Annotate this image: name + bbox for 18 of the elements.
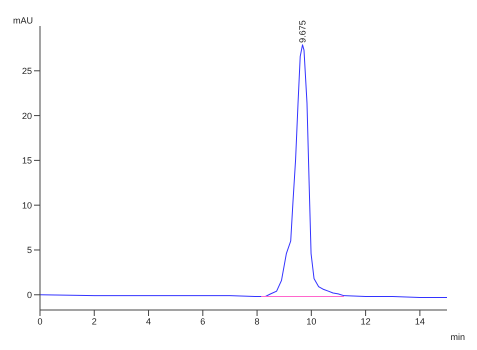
x-axis-title: min: [450, 332, 465, 342]
y-tick-label: 15: [22, 156, 32, 166]
x-tick-label: 14: [414, 316, 425, 326]
y-tick-label: 10: [22, 200, 32, 210]
y-tick-label: 25: [22, 66, 32, 76]
x-tick-label: 6: [200, 316, 206, 326]
x-tick-label: 0: [37, 316, 43, 326]
x-tick-label: 2: [92, 316, 97, 326]
y-tick-label: 5: [26, 245, 32, 256]
y-tick-label: 20: [22, 110, 32, 121]
y-tick-label: 0: [26, 290, 32, 300]
y-axis-title: mAU: [13, 15, 33, 26]
x-tick-label: 10: [306, 316, 316, 326]
annotation: 9.675: [298, 20, 308, 43]
line-series: [40, 44, 447, 298]
x-tick-label: 8: [254, 316, 260, 326]
x-tick-label: 12: [360, 316, 371, 326]
x-tick-label: 4: [146, 316, 152, 326]
